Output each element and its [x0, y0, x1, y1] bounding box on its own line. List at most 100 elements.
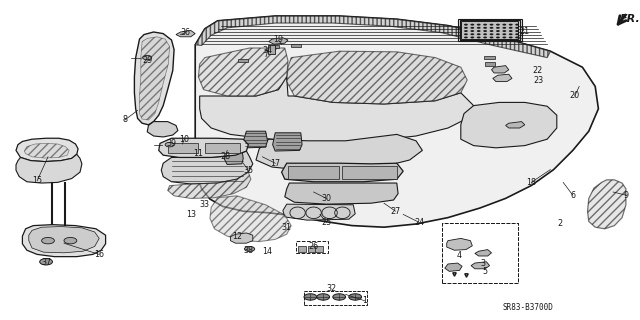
Text: 33: 33 — [200, 200, 210, 209]
Circle shape — [496, 27, 500, 29]
Circle shape — [470, 36, 474, 38]
Circle shape — [496, 36, 500, 38]
Bar — [168, 143, 198, 153]
Polygon shape — [287, 51, 467, 104]
Text: 14: 14 — [262, 247, 273, 256]
Circle shape — [40, 259, 52, 265]
Circle shape — [509, 36, 513, 38]
Bar — [238, 59, 248, 62]
Text: 6: 6 — [570, 191, 575, 200]
Circle shape — [244, 246, 255, 252]
Circle shape — [477, 36, 481, 38]
Text: 3: 3 — [481, 260, 486, 268]
Polygon shape — [140, 37, 170, 120]
Polygon shape — [282, 163, 403, 182]
Text: 11: 11 — [193, 149, 204, 158]
Circle shape — [490, 36, 493, 38]
Polygon shape — [224, 149, 243, 164]
Text: 26: 26 — [308, 242, 319, 251]
Circle shape — [464, 24, 468, 26]
Polygon shape — [161, 151, 253, 184]
Circle shape — [483, 27, 487, 29]
Circle shape — [470, 27, 474, 29]
Bar — [304, 291, 367, 305]
Text: 8: 8 — [122, 116, 127, 124]
Circle shape — [496, 30, 500, 32]
Circle shape — [509, 24, 513, 26]
Text: 22: 22 — [532, 66, 543, 75]
Text: 34: 34 — [262, 46, 273, 55]
Circle shape — [496, 33, 500, 35]
Polygon shape — [285, 183, 398, 204]
Polygon shape — [506, 122, 525, 128]
Circle shape — [502, 24, 506, 26]
Circle shape — [490, 27, 493, 29]
Circle shape — [470, 30, 474, 32]
Circle shape — [502, 27, 506, 29]
Circle shape — [490, 30, 493, 32]
Circle shape — [502, 36, 506, 38]
Bar — [205, 143, 240, 153]
Polygon shape — [269, 38, 288, 44]
Circle shape — [470, 24, 474, 26]
Polygon shape — [230, 233, 253, 243]
Bar — [308, 246, 316, 252]
Circle shape — [502, 30, 506, 32]
Polygon shape — [471, 262, 490, 269]
Polygon shape — [16, 138, 78, 162]
Circle shape — [490, 33, 493, 35]
Circle shape — [42, 237, 54, 244]
Polygon shape — [273, 133, 302, 151]
Circle shape — [333, 294, 346, 300]
Text: 12: 12 — [232, 232, 242, 241]
Bar — [296, 241, 328, 253]
Text: 36: 36 — [180, 28, 191, 37]
Circle shape — [502, 33, 506, 35]
Text: 9: 9 — [623, 191, 628, 200]
Circle shape — [509, 27, 513, 29]
Bar — [461, 21, 518, 39]
Circle shape — [515, 33, 519, 35]
Polygon shape — [22, 225, 106, 257]
Text: 21: 21 — [520, 28, 530, 36]
Bar — [485, 62, 495, 66]
Circle shape — [165, 142, 174, 147]
Circle shape — [483, 33, 487, 35]
Text: SR83-B3700D: SR83-B3700D — [502, 303, 554, 312]
Circle shape — [483, 30, 487, 32]
Circle shape — [464, 30, 468, 32]
Polygon shape — [134, 32, 174, 125]
Bar — [460, 20, 520, 40]
Text: 4: 4 — [457, 252, 462, 260]
Polygon shape — [243, 131, 268, 148]
Polygon shape — [195, 16, 550, 58]
Text: 31: 31 — [282, 223, 292, 232]
Circle shape — [464, 33, 468, 35]
Text: 1: 1 — [362, 296, 367, 305]
Circle shape — [515, 24, 519, 26]
Bar — [484, 56, 495, 59]
Text: 15: 15 — [32, 176, 42, 185]
Polygon shape — [445, 263, 462, 271]
Text: 10: 10 — [179, 135, 189, 144]
Polygon shape — [492, 66, 509, 73]
Text: 39: 39 — [166, 140, 177, 148]
Text: 23: 23 — [534, 76, 544, 85]
Circle shape — [509, 33, 513, 35]
Text: 19: 19 — [273, 36, 284, 44]
Circle shape — [470, 33, 474, 35]
Polygon shape — [283, 204, 355, 220]
Text: 7: 7 — [263, 50, 268, 59]
Bar — [342, 166, 397, 179]
Polygon shape — [475, 250, 492, 256]
Text: 13: 13 — [186, 210, 196, 219]
Text: 2: 2 — [557, 220, 563, 228]
Bar — [288, 166, 339, 179]
Bar — [291, 44, 301, 47]
Bar — [269, 45, 279, 48]
Polygon shape — [256, 134, 422, 170]
Circle shape — [477, 33, 481, 35]
Circle shape — [490, 24, 493, 26]
Circle shape — [483, 36, 487, 38]
Text: 38: 38 — [243, 246, 253, 255]
